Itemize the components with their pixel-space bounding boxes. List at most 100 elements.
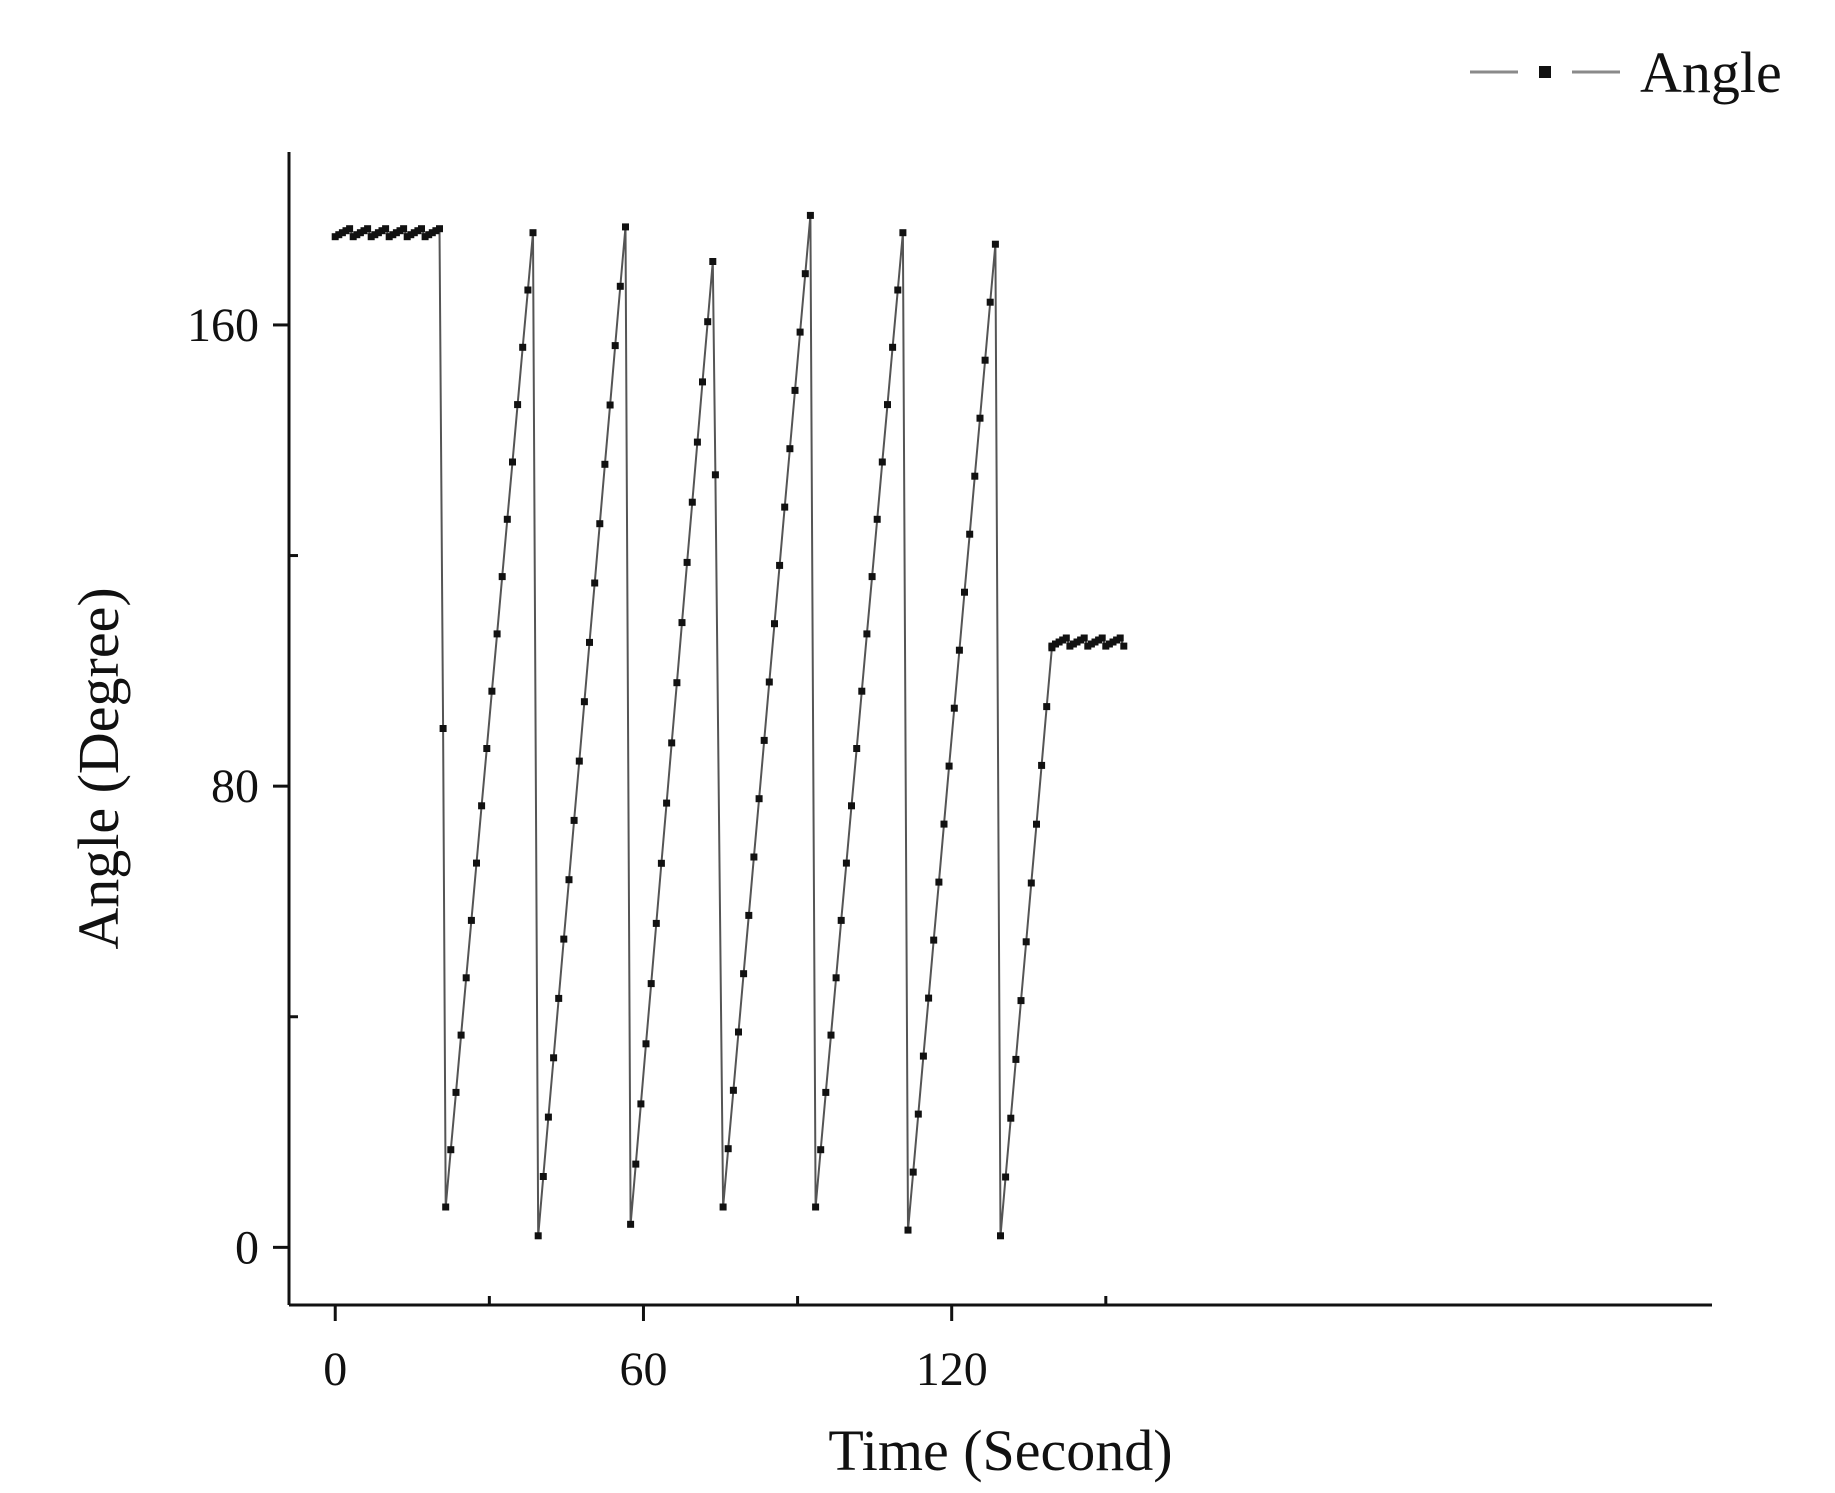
data-point	[586, 638, 593, 646]
x-ticks: 0 60 120	[323, 1296, 1108, 1396]
data-point	[1027, 879, 1035, 887]
data-point	[791, 386, 799, 394]
data-point	[997, 1232, 1004, 1240]
data-point	[331, 233, 339, 241]
data-point	[919, 1052, 927, 1060]
data-point	[729, 1086, 737, 1094]
data-point	[1038, 761, 1046, 769]
data-point	[1120, 642, 1128, 650]
data-point	[616, 282, 624, 290]
data-point	[771, 620, 778, 628]
data-point	[853, 745, 861, 752]
data-point	[378, 227, 386, 235]
data-point	[457, 1031, 465, 1039]
data-point	[342, 227, 350, 235]
data-point	[550, 1054, 558, 1062]
data-point	[606, 401, 614, 409]
data-point	[884, 401, 891, 409]
data-point	[371, 231, 379, 239]
data-point	[925, 994, 933, 1002]
data-point	[555, 994, 563, 1002]
data-point	[493, 630, 501, 638]
data-point	[904, 1226, 912, 1234]
data-point	[385, 233, 393, 241]
data-point	[560, 935, 568, 943]
y-tick-label: 160	[187, 299, 259, 352]
data-point	[575, 757, 583, 765]
data-point	[432, 227, 440, 235]
data-point	[439, 725, 447, 732]
data-point	[868, 573, 876, 581]
data-point	[539, 1173, 547, 1180]
data-point	[863, 630, 871, 638]
data-point	[693, 438, 701, 446]
data-point	[724, 1145, 732, 1153]
data-point	[349, 233, 357, 241]
legend-marker	[1539, 66, 1551, 78]
data-point	[632, 1160, 640, 1168]
data-point	[1105, 640, 1113, 648]
axes: 0 60 120 0 80 160	[187, 152, 1712, 1396]
data-point	[488, 687, 496, 695]
data-point	[1109, 638, 1117, 646]
data-point	[981, 356, 989, 364]
data-point	[1116, 634, 1124, 642]
data-point	[642, 1040, 650, 1048]
x-axis-title: Time (Second)	[828, 1418, 1172, 1483]
data-point	[374, 229, 382, 237]
data-point	[955, 646, 963, 654]
data-point	[1073, 638, 1081, 646]
y-tick-label: 80	[211, 760, 259, 813]
data-point	[611, 342, 619, 350]
legend: Angle	[1470, 40, 1782, 105]
data-point	[786, 445, 794, 453]
data-point	[1062, 634, 1070, 642]
data-point	[410, 229, 418, 237]
data-point	[971, 472, 979, 480]
data-point	[837, 916, 845, 924]
data-point	[580, 698, 588, 706]
data-point	[1022, 938, 1030, 946]
data-point	[637, 1100, 645, 1108]
data-point	[601, 460, 609, 468]
data-point	[503, 515, 511, 523]
data-point	[678, 619, 686, 627]
data-point	[848, 802, 855, 810]
data-point	[909, 1168, 917, 1176]
y-tick-label: 0	[235, 1221, 259, 1274]
data-point	[647, 980, 655, 988]
data-point	[711, 471, 719, 479]
data-point	[421, 233, 429, 241]
data-point	[878, 458, 886, 466]
data-point	[478, 802, 486, 810]
data-point	[776, 561, 784, 569]
data-point	[1087, 640, 1095, 648]
data-point	[991, 240, 999, 248]
data-point	[467, 916, 475, 924]
data-point	[473, 859, 480, 867]
data-point	[976, 414, 984, 422]
data-point	[709, 258, 717, 265]
data-point	[534, 1232, 542, 1240]
data-point	[1102, 642, 1110, 650]
data-point	[796, 328, 804, 336]
data-point	[1048, 642, 1056, 650]
data-point	[735, 1028, 742, 1036]
data-point	[899, 229, 907, 237]
data-point	[1052, 640, 1059, 648]
data-point	[1069, 640, 1077, 648]
data-point	[335, 231, 343, 239]
data-point	[663, 799, 671, 807]
data-point	[400, 225, 408, 233]
data-point	[1091, 638, 1099, 646]
data-point	[382, 225, 390, 233]
data-point	[930, 936, 938, 944]
data-point	[356, 229, 364, 237]
data-point	[812, 1203, 820, 1211]
data-point	[755, 795, 763, 803]
data-point	[760, 736, 768, 744]
data-point	[873, 515, 881, 523]
data-point	[842, 859, 850, 867]
data-point	[1059, 636, 1067, 644]
